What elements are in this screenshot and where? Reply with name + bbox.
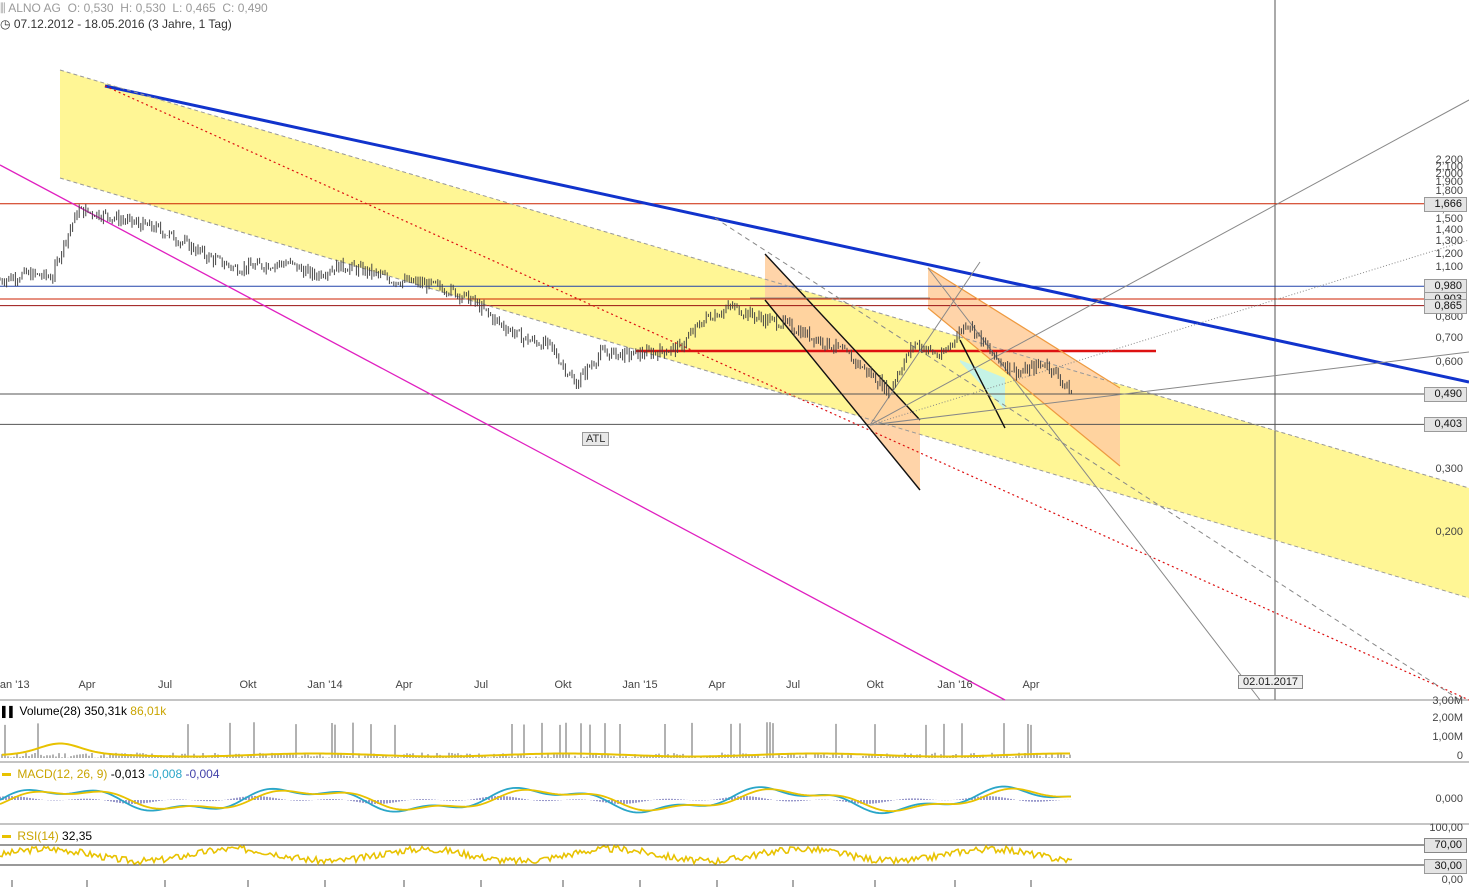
time-tick: Jul [473, 679, 489, 691]
candle-icon: ⫼ [0, 1, 6, 15]
price-tick: 0,700 [1435, 331, 1463, 344]
time-tick: Jul [157, 679, 173, 691]
level-box: 1,666 [1424, 196, 1467, 212]
macd-value: -0,013 [110, 767, 145, 781]
volume-value: 350,31k [84, 704, 127, 718]
time-tick: Apr [78, 679, 96, 691]
orange-zone [765, 254, 920, 490]
low-value: L: 0,465 [172, 1, 216, 15]
level-box: 0,403 [1424, 417, 1467, 433]
yellow-channel [60, 70, 1469, 598]
rsi-icon [2, 835, 11, 839]
date-range-text: 07.12.2012 - 18.05.2016 (3 Jahre, 1 Tag) [13, 17, 232, 31]
falling-channel-top [764, 253, 921, 421]
time-tick: Jan '16 [937, 679, 973, 691]
fan-line [869, 239, 1469, 426]
price-candles [0, 203, 1072, 399]
resistance-line [104, 84, 1469, 384]
volume-label: Volume(28) [19, 704, 81, 718]
signal-line [0, 787, 1072, 813]
volume-ma-value: 86,01k [130, 704, 167, 718]
price-header: ⫼ ALNO AG O: 0,530 H: 0,530 L: 0,465 C: … [0, 1, 268, 16]
rsi-tick: 100,00 [1429, 822, 1463, 834]
price-tick: 1,400 [1435, 223, 1463, 236]
time-tick: Okt [554, 679, 572, 691]
price-tick: 0,300 [1435, 463, 1463, 476]
price-tick: 2,200 [1435, 153, 1463, 166]
price-tick: 1,500 [1435, 213, 1463, 226]
volume-bars [1, 722, 1071, 758]
rsi-value: 32,35 [62, 829, 93, 843]
high-value: H: 0,530 [120, 1, 166, 15]
fan-line [869, 99, 1469, 426]
rsi-plot [0, 844, 1430, 866]
clock-icon: ◷ [0, 17, 11, 31]
orange-edge [927, 267, 1121, 389]
time-tick: Okt [239, 679, 257, 691]
volume-tick: 3,00M [1432, 695, 1463, 707]
price-tick: 0,200 [1435, 526, 1463, 539]
macd-tick: 0,000 [1435, 793, 1463, 805]
rsi-tick: 0,00 [1441, 874, 1463, 886]
price-tick: 1,900 [1435, 176, 1463, 189]
time-tick: Apr [708, 679, 726, 691]
rsi-level-30: 30,00 [1424, 859, 1467, 874]
macd-signal-value: -0,008 [148, 767, 183, 781]
support-line [0, 164, 1006, 701]
macd-plot [0, 785, 1072, 815]
volume-ma-line [1, 742, 1071, 758]
macd-label: MACD(12, 26, 9) [17, 767, 108, 781]
price-tick: 0,600 [1435, 355, 1463, 368]
price-tick: 1,800 [1435, 184, 1463, 197]
price-tick: 2,100 [1435, 160, 1463, 173]
macd-icon [2, 773, 11, 777]
close-value: C: 0,490 [222, 1, 268, 15]
price-tick: 1,100 [1435, 261, 1463, 274]
median-line [104, 85, 1469, 701]
price-tick: 0,800 [1435, 310, 1463, 323]
open-value: O: 0,530 [67, 1, 114, 15]
orange-edge [927, 307, 1121, 467]
macd-legend: MACD(12, 26, 9) -0,013 -0,008 -0,004 [2, 767, 220, 781]
fan-line [869, 351, 1469, 426]
symbol-name: ALNO AG [8, 1, 61, 15]
crosshair-date-label: 02.01.2017 [1238, 675, 1304, 689]
falling-channel-bottom [764, 299, 921, 491]
date-range: ◷ 07.12.2012 - 18.05.2016 (3 Jahre, 1 Ta… [0, 17, 232, 31]
time-tick: Jul [785, 679, 801, 691]
macd-hist-value: -0,004 [185, 767, 220, 781]
volume-tick: 2,00M [1432, 712, 1463, 724]
time-tick: Jan '14 [307, 679, 343, 691]
level-box: 0,490 [1424, 387, 1467, 402]
time-tick: Okt [866, 679, 884, 691]
atl-label: ATL [582, 432, 610, 446]
rsi-level-70: 70,00 [1424, 838, 1467, 853]
level-box: 0,865 [1424, 298, 1467, 314]
time-tick: Jan '15 [622, 679, 658, 691]
price-tick: 1,300 [1435, 235, 1463, 248]
time-tick: Apr [1022, 679, 1040, 691]
channel-lower [59, 177, 1469, 599]
time-tick: Apr [395, 679, 413, 691]
volume-tick: 1,00M [1432, 731, 1463, 743]
rsi-legend: RSI(14) 32,35 [2, 829, 92, 843]
rsi-line [0, 844, 1073, 866]
volume-legend: ▌▌ Volume(28) 350,31k 86,01k [2, 704, 166, 718]
small-channel [959, 339, 1006, 429]
volume-tick: 0 [1456, 750, 1463, 762]
volume-icon: ▌▌ [2, 707, 17, 718]
rsi-label: RSI(14) [17, 829, 59, 843]
price-tick: 1,200 [1435, 247, 1463, 260]
price-tick: 2,000 [1435, 168, 1463, 181]
orange-zone [928, 268, 1120, 466]
time-tick: Jan '13 [0, 679, 30, 691]
